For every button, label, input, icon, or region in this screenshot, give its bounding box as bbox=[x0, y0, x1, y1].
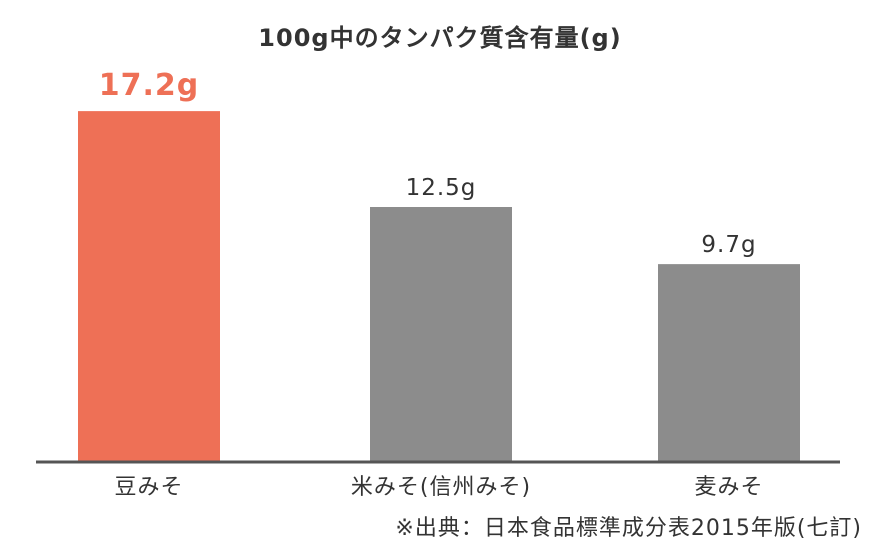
value-label-2: 12.5g bbox=[406, 175, 477, 201]
chart-title: 100g中のタンパク質含有量(g) bbox=[258, 24, 622, 52]
category-label-1: 豆みそ bbox=[114, 475, 183, 500]
bar-3 bbox=[658, 264, 800, 462]
value-label-1: 17.2g bbox=[99, 68, 200, 103]
value-label-3: 9.7g bbox=[701, 232, 756, 258]
bar-1 bbox=[78, 111, 220, 463]
category-label-3: 麦みそ bbox=[694, 475, 763, 500]
bar-2 bbox=[370, 207, 512, 462]
category-label-2: 米みそ(信州みそ) bbox=[351, 475, 531, 500]
source-note: ※出典：日本食品標準成分表2015年版(七訂) bbox=[395, 516, 862, 541]
